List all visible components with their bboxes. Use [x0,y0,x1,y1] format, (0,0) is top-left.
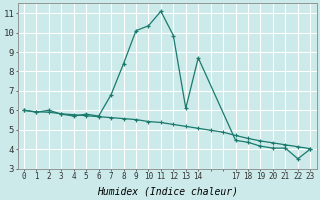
X-axis label: Humidex (Indice chaleur): Humidex (Indice chaleur) [97,187,238,197]
